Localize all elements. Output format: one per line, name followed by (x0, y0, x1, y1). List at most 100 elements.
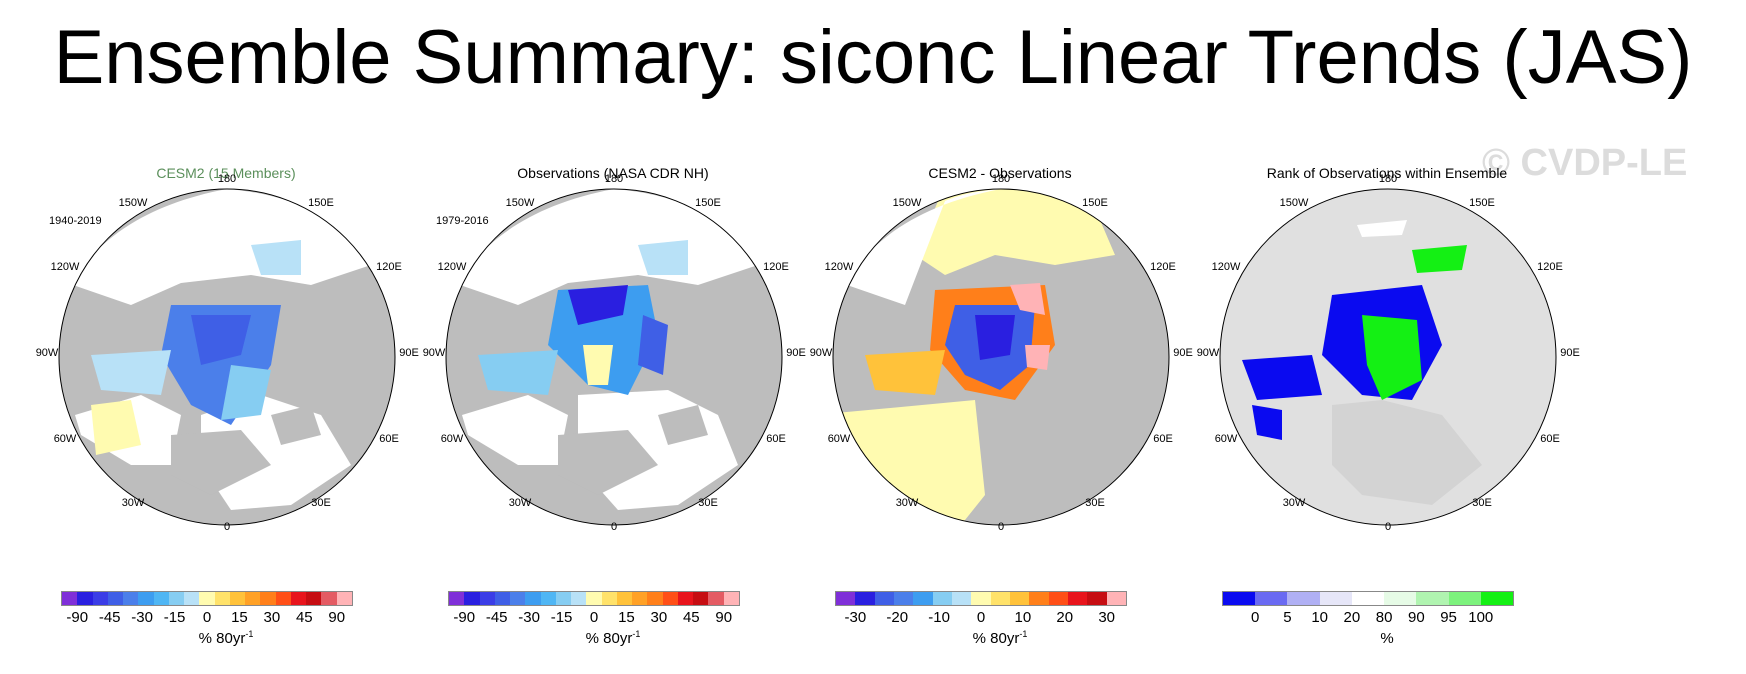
dir-150e: 150E (308, 197, 334, 209)
panel-observations: Observations (NASA CDR NH) 1979-2016 180… (408, 165, 818, 665)
colorbar-tick-label: -15 (550, 609, 573, 626)
colorbar-swatch (214, 592, 230, 605)
colorbar-tick-label: 100 (1468, 609, 1494, 626)
units-label: % 80yr-1 (408, 629, 818, 647)
colorbar-swatch (540, 592, 556, 605)
colorbar-swatch (855, 592, 875, 605)
dir-60e: 60E (379, 433, 399, 445)
colorbar-swatch (1009, 592, 1030, 605)
dir-60w: 60W (1214, 433, 1238, 445)
colorbar-swatch (1048, 592, 1068, 605)
polar-map (58, 188, 396, 526)
colorbar-tick-label: 30 (1098, 609, 1115, 626)
dir-30w: 30W (121, 497, 145, 509)
colorbar-swatch (662, 592, 678, 605)
colorbar-tick-label: -45 (98, 609, 121, 626)
dir-90e: 90E (399, 347, 419, 359)
units-label: % 80yr-1 (21, 629, 431, 647)
dir-90e: 90E (1173, 347, 1193, 359)
colorbar-swatch (1351, 592, 1385, 605)
panel-cesm2: CESM2 (15 Members) 1940-2019 180 150E 12… (21, 165, 431, 665)
colorbar-tick-label: 0 (976, 609, 986, 626)
dir-150e: 150E (1082, 197, 1108, 209)
colorbar-tick-label: 45 (682, 609, 700, 626)
dir-30w: 30W (1282, 497, 1306, 509)
colorbar-swatch (1087, 592, 1107, 605)
dir-150w: 150W (892, 197, 922, 209)
panel-difference: CESM2 - Observations 180 150E 120E 90E 6… (795, 165, 1205, 665)
dir-180: 180 (1378, 173, 1398, 185)
colorbar-swatch (1416, 592, 1449, 605)
colorbar-tick-label: 15 (618, 609, 635, 626)
colorbar-swatch (1287, 592, 1320, 605)
colorbar-tick-label: -30 (131, 609, 153, 626)
panel-rank: Rank of Observations within Ensemble 180… (1182, 165, 1592, 665)
dir-90w: 90W (809, 347, 833, 359)
colorbar-swatch (184, 592, 200, 605)
colorbar-tick-label: -20 (886, 609, 909, 626)
panel-title: Rank of Observations within Ensemble (1266, 165, 1508, 181)
dir-120e: 120E (1150, 261, 1176, 273)
dir-180: 180 (991, 173, 1011, 185)
colorbar-swatch (1029, 592, 1049, 605)
colorbar-tick-label: 90 (328, 609, 346, 626)
dir-150e: 150E (1469, 197, 1495, 209)
colorbar-tick-label: 90 (1407, 609, 1425, 626)
colorbar-tick-label: -30 (518, 609, 540, 626)
colorbar-swatch (306, 592, 322, 605)
dir-180: 180 (217, 173, 237, 185)
colorbar-swatch (107, 592, 123, 605)
colorbar-tick-label: 30 (650, 609, 668, 626)
dir-120w: 120W (1211, 261, 1241, 273)
period-label: 1979-2016 (436, 215, 489, 227)
colorbar-tick-label: 90 (715, 609, 733, 626)
dir-30e: 30E (1472, 497, 1492, 509)
colorbar-swatch (199, 592, 215, 605)
colorbar-swatch (229, 592, 245, 605)
dir-60w: 60W (53, 433, 77, 445)
dir-0: 0 (610, 521, 618, 533)
colorbar-tick-label: -30 (844, 609, 867, 626)
colorbar-swatch (92, 592, 108, 605)
colorbar-swatch (464, 592, 480, 605)
dir-30e: 30E (311, 497, 331, 509)
dir-150w: 150W (1279, 197, 1309, 209)
colorbar-tick-label: 10 (1311, 609, 1328, 626)
watermark: © CVDP-LE (1482, 142, 1688, 184)
colorbar-swatch (245, 592, 261, 605)
dir-120w: 120W (50, 261, 80, 273)
dir-0: 0 (1384, 521, 1392, 533)
colorbar-swatch (479, 592, 495, 605)
dir-0: 0 (223, 521, 231, 533)
dir-30e: 30E (1085, 497, 1105, 509)
colorbar-tick-label: 45 (295, 609, 313, 626)
colorbar-tick-label: 80 (1375, 609, 1393, 626)
colorbar-tick-label: -90 (453, 609, 476, 626)
dir-150e: 150E (695, 197, 721, 209)
polar-map (832, 188, 1170, 526)
colorbar-tick-label: 10 (1014, 609, 1032, 626)
colorbar-swatch (321, 592, 337, 605)
panel-title: Observations (NASA CDR NH) (517, 165, 709, 181)
colorbar-swatch (586, 592, 602, 605)
colorbar-swatch (449, 592, 465, 605)
dir-120e: 120E (376, 261, 402, 273)
colorbar-tick-label: 20 (1343, 609, 1361, 626)
dir-120w: 120W (824, 261, 854, 273)
dir-120e: 120E (763, 261, 789, 273)
units-exponent: -1 (632, 629, 641, 639)
colorbar-tick-label: 20 (1056, 609, 1074, 626)
colorbar-swatch (836, 592, 856, 605)
colorbar-swatch (260, 592, 276, 605)
colorbar-swatch (1067, 592, 1088, 605)
dir-120e: 120E (1537, 261, 1563, 273)
colorbar-swatch (951, 592, 972, 605)
colorbar-tick-label: 30 (263, 609, 281, 626)
colorbar-swatch (1384, 592, 1417, 605)
colorbar (1222, 591, 1514, 606)
dir-30w: 30W (895, 497, 919, 509)
panel-title: CESM2 - Observations (928, 165, 1072, 181)
units-exponent: -1 (245, 629, 254, 639)
colorbar-swatch (616, 592, 632, 605)
colorbar-swatch (601, 592, 617, 605)
